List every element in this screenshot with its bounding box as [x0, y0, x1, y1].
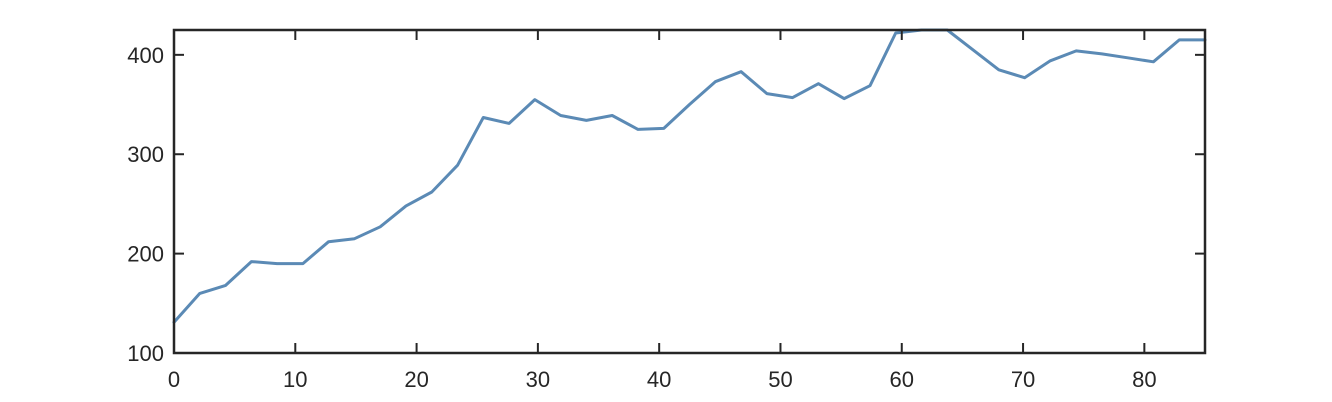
x-tick-label: 30	[526, 367, 550, 392]
series-line	[172, 28, 1207, 324]
x-tick-label: 0	[168, 367, 180, 392]
x-tick-label: 80	[1132, 367, 1156, 392]
x-tick-labels: 0 10 20 30 40 50 60 70 80	[168, 367, 1157, 392]
y-tick-label: 300	[127, 142, 164, 167]
y-tick-label: 400	[127, 43, 164, 68]
y-tick-label: 200	[127, 242, 164, 267]
tick-layer	[173, 30, 1205, 354]
x-tick-label: 20	[404, 367, 428, 392]
x-tick-label: 40	[647, 367, 671, 392]
series-layer	[172, 28, 1207, 324]
x-tick-label: 60	[890, 367, 914, 392]
x-tick-label: 50	[768, 367, 792, 392]
y-tick-labels: 100 200 300 400	[127, 43, 164, 366]
y-tick-label: 100	[127, 341, 164, 366]
x-tick-label: 70	[1011, 367, 1035, 392]
x-tick-label: 10	[283, 367, 307, 392]
plot-area-frame	[172, 28, 1207, 355]
